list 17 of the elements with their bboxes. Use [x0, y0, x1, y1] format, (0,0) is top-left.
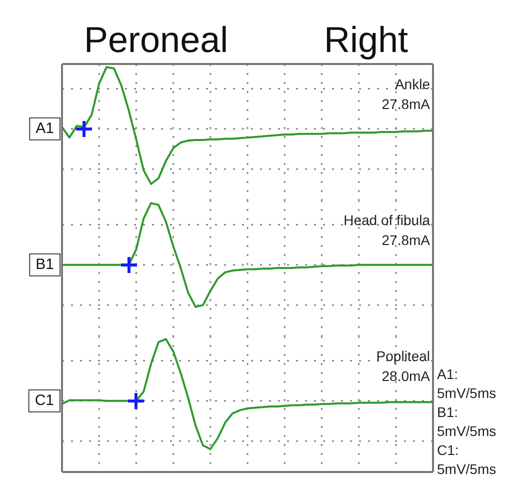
- text: A1:: [437, 366, 458, 382]
- text: 5mV/5ms: [437, 422, 496, 439]
- annotation: 28.0mA: [382, 368, 431, 384]
- annotation: Popliteal: [376, 348, 430, 364]
- text: C1:: [437, 442, 459, 458]
- annotation: Head of fibula: [344, 212, 430, 228]
- annotation: 27.8mA: [382, 96, 431, 112]
- y-axis-title: A1: [36, 120, 54, 138]
- y-axis-title: B1: [36, 256, 54, 274]
- chart-title: Peroneal: [84, 19, 228, 60]
- annotation: Ankle: [394, 76, 430, 92]
- y-axis-title: C1: [34, 392, 54, 410]
- annotation: 27.8mA: [382, 232, 431, 248]
- text: B1:: [437, 404, 458, 420]
- text: 5mV/5ms: [437, 460, 496, 477]
- chart-subtitle: Right: [324, 19, 408, 60]
- text: 5mV/5ms: [437, 384, 496, 401]
